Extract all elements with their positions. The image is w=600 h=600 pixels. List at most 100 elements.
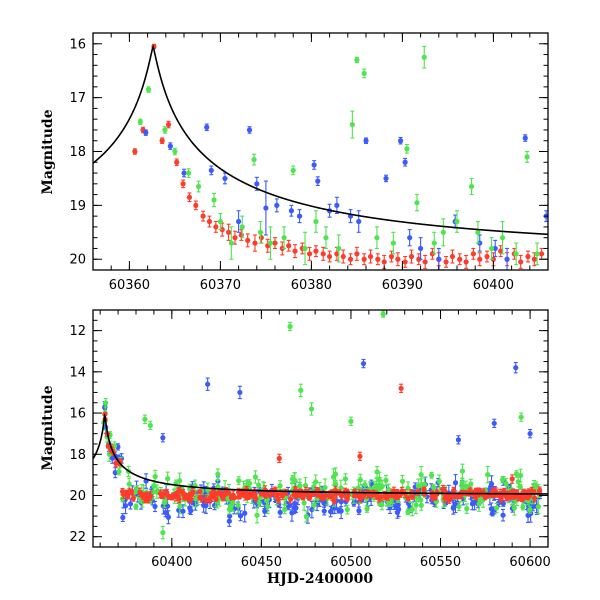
bottom-series-0-point-196 bbox=[197, 488, 203, 495]
top-series-2-point-29 bbox=[454, 210, 460, 233]
bottom-series-1-point-201 bbox=[328, 505, 334, 518]
bottom-series-0-point-261 bbox=[208, 490, 215, 497]
bottom-series-1-point-57 bbox=[152, 500, 158, 513]
bottom-series-2-point-216 bbox=[303, 510, 309, 523]
bottom-series-2-point-207 bbox=[227, 503, 233, 510]
top-series-1-point-11 bbox=[288, 204, 294, 217]
top-series-1-point-10 bbox=[274, 198, 280, 213]
top-series-0-point-39 bbox=[402, 255, 408, 268]
top-series-0-point-13 bbox=[225, 223, 232, 241]
bottom-series-2-point-189 bbox=[133, 503, 139, 510]
top-series-0-point-59 bbox=[539, 247, 545, 260]
bottom-series-0-point-149 bbox=[157, 489, 164, 498]
top-series-0-point-23 bbox=[292, 244, 298, 259]
top-series-2-point-36 bbox=[534, 242, 540, 266]
bottom-series-2-point-173 bbox=[409, 502, 415, 517]
bottom-series-0-point-280 bbox=[102, 411, 108, 417]
top-series-0-point-10 bbox=[206, 215, 213, 228]
top-xtick-label-0: 60360 bbox=[109, 278, 150, 293]
top-series-2-point-11 bbox=[257, 220, 264, 244]
bottom-series-2-point-201 bbox=[535, 498, 541, 515]
bottom-series-0-point-104 bbox=[288, 494, 294, 504]
top-series-2-point-21 bbox=[361, 68, 367, 79]
bottom-series-0-point-242 bbox=[351, 493, 358, 499]
bottom-series-0-point-285 bbox=[509, 474, 515, 484]
bottom-series-0-point-246 bbox=[223, 491, 229, 497]
top-series-0-point-47 bbox=[457, 253, 463, 266]
bottom-ytick-label-4: 20 bbox=[69, 489, 86, 504]
top-series-0-point-34 bbox=[367, 249, 374, 264]
bottom-xtick-label-2: 60500 bbox=[330, 555, 371, 570]
bottom-series-2-point-73 bbox=[493, 502, 500, 514]
bottom-series-0-point-132 bbox=[141, 492, 147, 498]
bottom-series-2-point-11 bbox=[436, 474, 442, 489]
top-series-1-point-29 bbox=[504, 247, 510, 270]
top-panel: 60360 60370 60380 60390 60400 16 17 18 19 20 Magn… bbox=[40, 32, 549, 293]
top-series-0-point-0 bbox=[132, 148, 138, 155]
top-series-2-point-33 bbox=[499, 220, 506, 255]
bottom-series-0-point-239 bbox=[244, 495, 250, 501]
top-series-1-point-18 bbox=[356, 210, 362, 233]
bottom-panel-marks bbox=[101, 310, 543, 540]
top-series-2-point-18 bbox=[336, 234, 342, 263]
top-series-2-point-35 bbox=[524, 150, 530, 163]
bottom-series-0-point-227 bbox=[164, 488, 170, 497]
bottom-series-1-point-227 bbox=[527, 428, 533, 439]
top-series-0-point-50 bbox=[477, 252, 483, 267]
top-series-2-point-24 bbox=[404, 143, 410, 154]
bottom-series-2-point-224 bbox=[142, 414, 148, 424]
top-series-0-point-40 bbox=[408, 249, 415, 264]
top-series-0-point-27 bbox=[320, 246, 326, 261]
bottom-series-0-point-218 bbox=[498, 495, 504, 503]
bottom-series-0-point-260 bbox=[126, 487, 133, 496]
top-series-2-point-31 bbox=[475, 220, 481, 244]
bottom-series-0-point-225 bbox=[473, 492, 479, 501]
top-series-2-point-2 bbox=[162, 126, 168, 134]
top-series-0-point-8 bbox=[193, 200, 199, 211]
bottom-series-0-point-229 bbox=[252, 492, 258, 498]
bottom-series-2-point-175 bbox=[256, 498, 262, 508]
bottom-series-2-point-95 bbox=[162, 497, 168, 505]
top-series-2-point-15 bbox=[302, 231, 308, 266]
bottom-series-2-point-160 bbox=[289, 475, 296, 483]
bottom-xtick-label-4: 60600 bbox=[509, 555, 550, 570]
bottom-series-1-point-222 bbox=[360, 358, 367, 369]
bottom-series-0-point-278 bbox=[507, 494, 513, 500]
bottom-series-2-point-139 bbox=[511, 500, 517, 516]
bottom-series-2-point-227 bbox=[518, 412, 524, 422]
top-series-0-point-49 bbox=[470, 247, 476, 260]
top-series-2-point-14 bbox=[290, 165, 296, 176]
bottom-series-2-point-161 bbox=[456, 502, 462, 511]
top-xtick-label-1: 60370 bbox=[200, 278, 241, 293]
bottom-series-0-point-284 bbox=[398, 383, 404, 393]
top-series-0-point-32 bbox=[354, 246, 360, 261]
top-series-0-point-9 bbox=[200, 210, 206, 222]
top-series-0-point-16 bbox=[245, 233, 251, 248]
bottom-series-0-point-183 bbox=[198, 494, 204, 503]
bottom-series-1-point-86 bbox=[277, 506, 283, 518]
top-series-0-point-3 bbox=[159, 137, 165, 144]
bottom-series-0-point-251 bbox=[376, 493, 382, 503]
top-series-0-point-51 bbox=[484, 250, 490, 263]
bottom-series-2-point-181 bbox=[152, 469, 158, 484]
bottom-series-0-point-232 bbox=[231, 495, 238, 501]
top-series-0-point-1 bbox=[140, 126, 146, 134]
bottom-series-2-point-135 bbox=[252, 470, 259, 484]
top-series-1-point-19 bbox=[363, 137, 369, 144]
bottom-series-2-point-103 bbox=[517, 483, 523, 491]
top-series-2-point-30 bbox=[468, 177, 475, 196]
top-series-2-point-0 bbox=[137, 118, 143, 126]
top-series-2-point-8 bbox=[228, 226, 234, 260]
top-xtick-label-4: 60400 bbox=[473, 278, 514, 293]
bottom-series-1-point-185 bbox=[356, 506, 362, 515]
bottom-series-2-point-134 bbox=[236, 476, 242, 486]
top-y-axis-label: Magnitude bbox=[40, 109, 56, 194]
top-series-1-point-21 bbox=[397, 136, 404, 145]
bottom-ytick-label-2: 16 bbox=[69, 407, 86, 422]
top-series-1-point-30 bbox=[522, 134, 528, 142]
bottom-ytick-label-0: 12 bbox=[69, 324, 86, 339]
bottom-series-0-point-140 bbox=[258, 491, 265, 497]
bottom-series-2-point-213 bbox=[499, 475, 506, 484]
top-series-2-point-3 bbox=[172, 147, 178, 156]
